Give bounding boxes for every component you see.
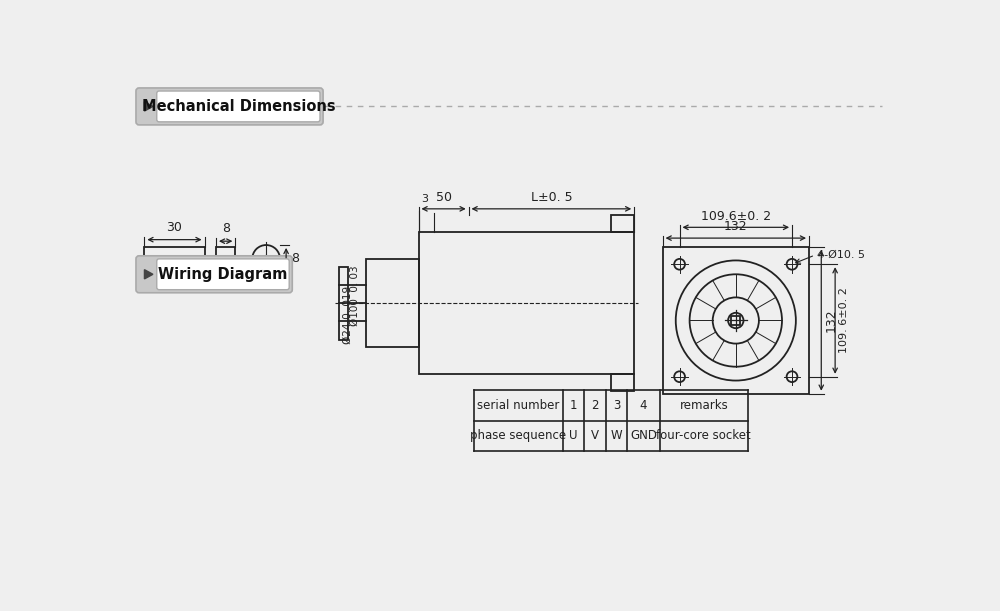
Text: 3: 3 [421, 194, 428, 204]
Text: 8: 8 [222, 222, 230, 235]
Text: 1: 1 [570, 399, 577, 412]
Text: remarks: remarks [679, 399, 728, 412]
Bar [339, 266, 348, 340]
Text: four-core socket: four-core socket [656, 430, 751, 442]
Text: 2: 2 [591, 399, 599, 412]
FancyBboxPatch shape [157, 259, 289, 290]
Text: serial number: serial number [477, 399, 559, 412]
Text: 4: 4 [640, 399, 647, 412]
Text: 3: 3 [613, 399, 620, 412]
Polygon shape [144, 102, 153, 111]
Polygon shape [144, 269, 153, 279]
Bar [419, 232, 634, 375]
Text: W: W [611, 430, 622, 442]
Text: 132: 132 [724, 221, 748, 233]
Text: 109. 6±0. 2: 109. 6±0. 2 [839, 288, 849, 353]
Text: Ø100  0. 03: Ø100 0. 03 [350, 266, 360, 326]
Text: 109.6±0. 2: 109.6±0. 2 [701, 210, 771, 222]
Bar [611, 215, 634, 232]
Bar [731, 316, 740, 325]
Bar [663, 247, 809, 393]
Bar [144, 247, 205, 271]
Text: Ø24-0. 019: Ø24-0. 019 [342, 285, 352, 343]
FancyBboxPatch shape [136, 88, 323, 125]
Text: L±0. 5: L±0. 5 [531, 191, 572, 204]
Bar [611, 375, 634, 391]
Text: phase sequence: phase sequence [470, 430, 566, 442]
Text: 132: 132 [825, 309, 838, 332]
Text: Wiring Diagram: Wiring Diagram [158, 267, 288, 282]
Text: 8: 8 [291, 252, 299, 265]
Text: U: U [569, 430, 578, 442]
Text: Mechanical Dimensions: Mechanical Dimensions [142, 99, 335, 114]
Text: 4-Ø10. 5: 4-Ø10. 5 [817, 250, 865, 260]
FancyBboxPatch shape [136, 256, 292, 293]
Text: 50: 50 [436, 191, 452, 204]
FancyBboxPatch shape [157, 91, 320, 122]
Text: GND: GND [630, 430, 657, 442]
Text: V: V [591, 430, 599, 442]
Bar [216, 247, 235, 266]
Text: 30: 30 [167, 221, 182, 234]
Bar [366, 259, 419, 348]
